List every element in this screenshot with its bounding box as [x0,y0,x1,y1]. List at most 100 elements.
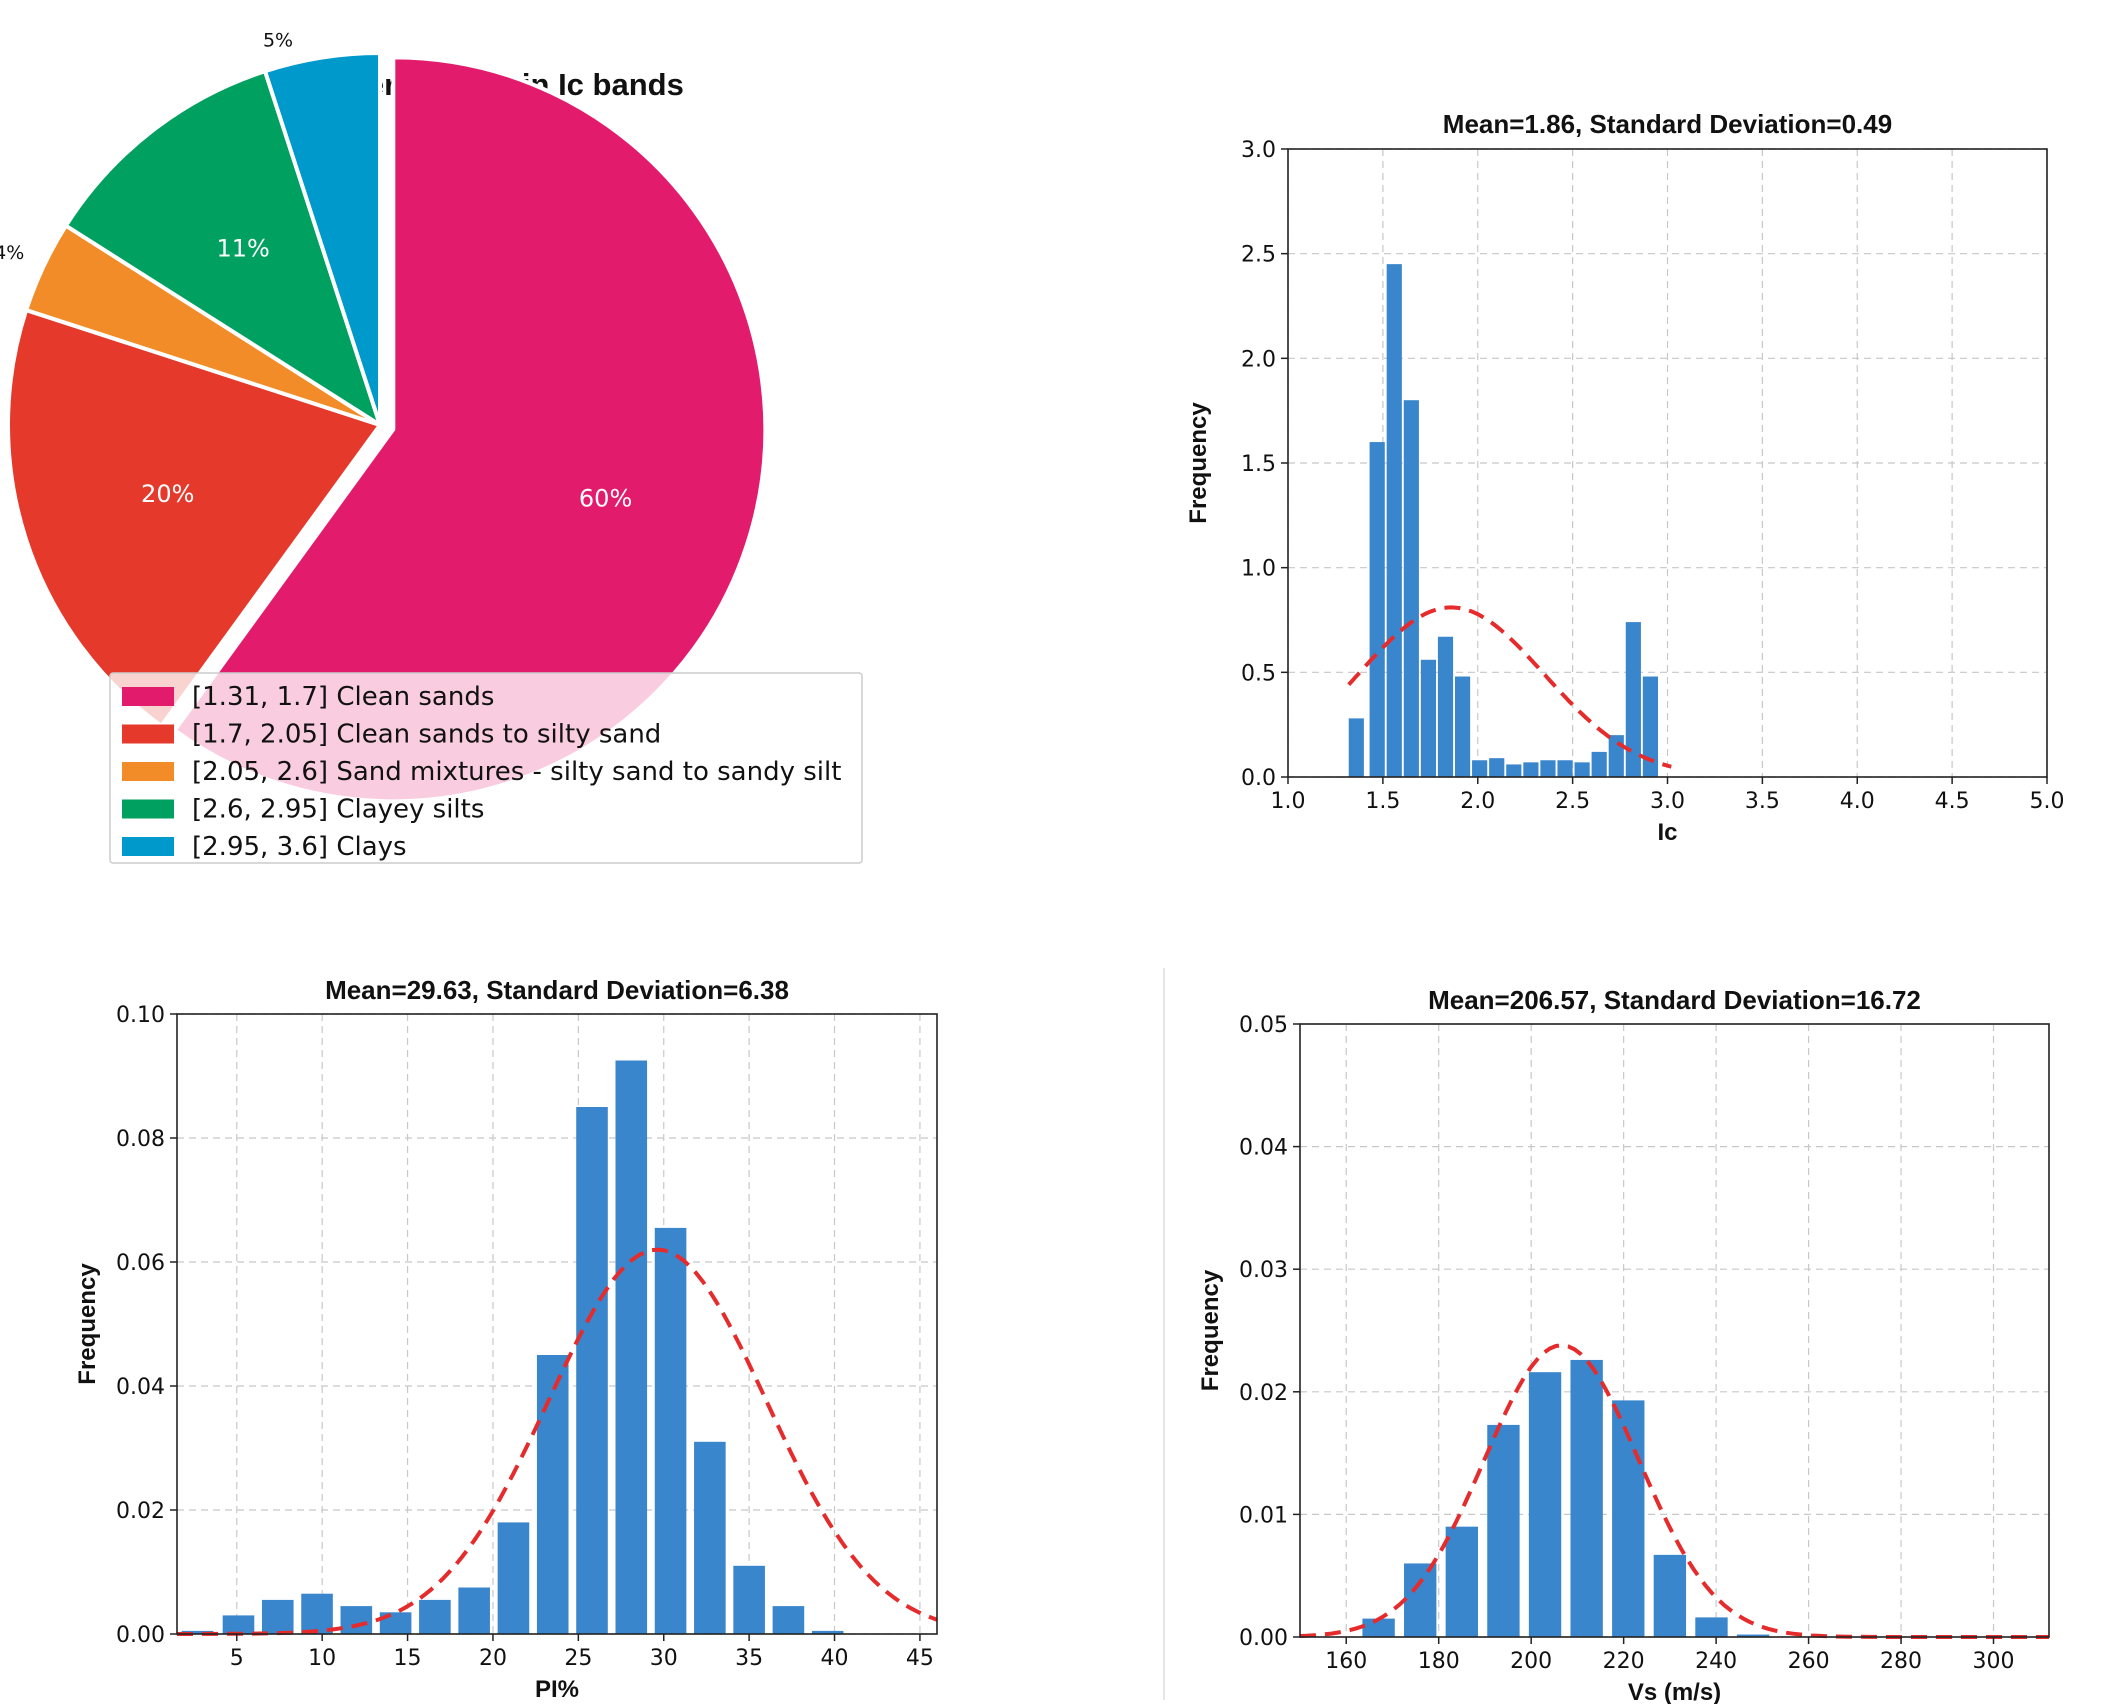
x-tick-label: 4.5 [1935,789,1970,814]
histogram-bar [497,1522,530,1634]
pie-slice-label: 11% [217,235,270,263]
legend-entry: [2.6, 2.95] Clayey silts [192,795,484,825]
legend-swatch [122,762,174,781]
histogram-bar [181,1630,214,1634]
x-axis-label: Vs (m/s) [1628,1679,1721,1704]
histogram-bar [1369,442,1385,777]
x-tick-label: 2.5 [1555,789,1590,814]
histogram-bar [1574,762,1590,777]
x-tick-label: 35 [735,1646,763,1671]
legend-entry: [2.95, 3.6] Clays [192,832,407,862]
histogram-bar [458,1587,490,1634]
histogram-bar [694,1441,726,1634]
histogram-bar [419,1599,451,1634]
histogram-bar [1570,1359,1603,1637]
histogram-bar [1386,264,1402,778]
x-tick-label: 20 [479,1646,507,1671]
x-tick-label: 30 [650,1646,678,1671]
x-axis-label: PI% [535,1676,579,1703]
x-tick-label: 240 [1695,1649,1737,1674]
histogram-bar [1403,400,1419,777]
ic-histogram-chart: 1.0 1.5 2.0 2.5 3.0 3.5 4.0 4.5 5.0 0.0 0.5 1.0 1.5 2… [1185,109,2065,846]
histogram-bar [1540,760,1556,777]
legend-entry: [1.7, 2.05] Clean sands to silty sand [192,720,661,750]
x-tick-label: 10 [308,1646,336,1671]
plot-frame [1299,1023,2050,1638]
histogram-bar [1591,751,1607,777]
y-tick-label: 0.08 [116,1127,165,1152]
histogram-bar [1695,1617,1728,1637]
histogram-bar [261,1599,294,1634]
histogram-bar [615,1060,648,1634]
y-tick-label: 2.0 [1241,347,1276,372]
histogram-bar [1528,1372,1562,1637]
x-tick-label: 15 [394,1646,422,1671]
vs-histogram-title: Mean=206.57, Standard Deviation=16.72 [1428,985,1921,1015]
x-tick-label: 160 [1325,1649,1367,1674]
y-axis-label: Frequency [74,1263,101,1385]
vs-histogram-chart: 160 180 200 220 240 260 280 300 0.00 0.01 0.02 0.03… [1197,985,2050,1704]
histogram-bar [1472,760,1488,777]
legend-swatch [122,687,174,706]
histogram-bar [1557,760,1573,777]
pie-legend: [1.31, 1.7] Clean sands [1.7, 2.05] Clean… [109,672,863,864]
legend-swatch [122,724,174,744]
histogram-bar [772,1606,805,1634]
normal-fit-curve [1347,605,1672,769]
histogram-bar [222,1615,255,1634]
y-tick-label: 0.03 [1239,1258,1288,1283]
legend-entry: [2.05, 2.6] Sand mixtures - silty sand t… [192,757,841,787]
histogram-bar [1489,758,1505,777]
legend-swatch [122,799,174,819]
y-tick-label: 0.00 [116,1623,165,1648]
x-tick-label: 2.0 [1460,789,1495,814]
ic-histogram-title: Mean=1.86, Standard Deviation=0.49 [1443,109,1892,139]
histogram-bar [1362,1618,1395,1637]
x-tick-label: 5 [230,1646,244,1671]
pie-slice [262,50,382,426]
histogram-bar [536,1355,569,1634]
pie-chart: Percentage in Ic bands60%20%4%11%5%[1.31… [0,30,863,864]
x-tick-label: 260 [1788,1649,1830,1674]
histogram-bar [733,1565,765,1634]
x-tick-label: 220 [1603,1649,1645,1674]
y-axis-label: Frequency [1197,1269,1224,1391]
y-tick-label: 0.05 [1239,1013,1288,1038]
x-tick-label: 1.5 [1365,789,1400,814]
y-tick-label: 0.02 [116,1499,165,1524]
normal-fit-curve [177,1247,938,1636]
pi-histogram-title: Mean=29.63, Standard Deviation=6.38 [325,975,789,1005]
x-tick-label: 280 [1880,1649,1922,1674]
y-tick-label: 1.5 [1241,452,1276,477]
x-tick-label: 200 [1510,1649,1552,1674]
x-axis-label: Ic [1657,819,1677,846]
histogram-bar [576,1107,608,1634]
pi-histogram-chart: 5 10 15 20 25 30 35 40 45 0.00 0.02 0.04 0.06 0.08 0.1… [74,975,938,1703]
pie-slice-label: 5% [263,30,293,52]
legend-swatch [122,837,174,856]
y-tick-label: 0.0 [1241,766,1276,791]
y-tick-label: 0.02 [1239,1381,1288,1406]
x-tick-label: 4.0 [1840,789,1875,814]
histogram-bar [1445,1526,1479,1637]
histogram-bar [1642,676,1659,777]
legend-box [109,672,863,864]
histogram-bar [1608,735,1624,777]
y-tick-label: 0.5 [1241,661,1276,686]
legend-entry: [1.31, 1.7] Clean sands [192,682,494,712]
y-tick-label: 0.01 [1239,1503,1288,1528]
histogram-bar [301,1593,333,1634]
x-tick-label: 1.0 [1271,789,1306,814]
y-tick-label: 1.0 [1241,557,1276,582]
histogram-bar [340,1606,373,1634]
histogram-bar [1625,622,1641,777]
histogram-bar [1420,659,1437,777]
y-axis-label: Frequency [1185,402,1212,524]
x-tick-label: 40 [821,1646,849,1671]
pie-slice [63,68,384,430]
histogram-bar [1653,1554,1687,1637]
y-tick-label: 2.5 [1241,243,1276,268]
pie-slice-label: 4% [0,242,24,264]
y-tick-label: 0.06 [116,1251,165,1276]
